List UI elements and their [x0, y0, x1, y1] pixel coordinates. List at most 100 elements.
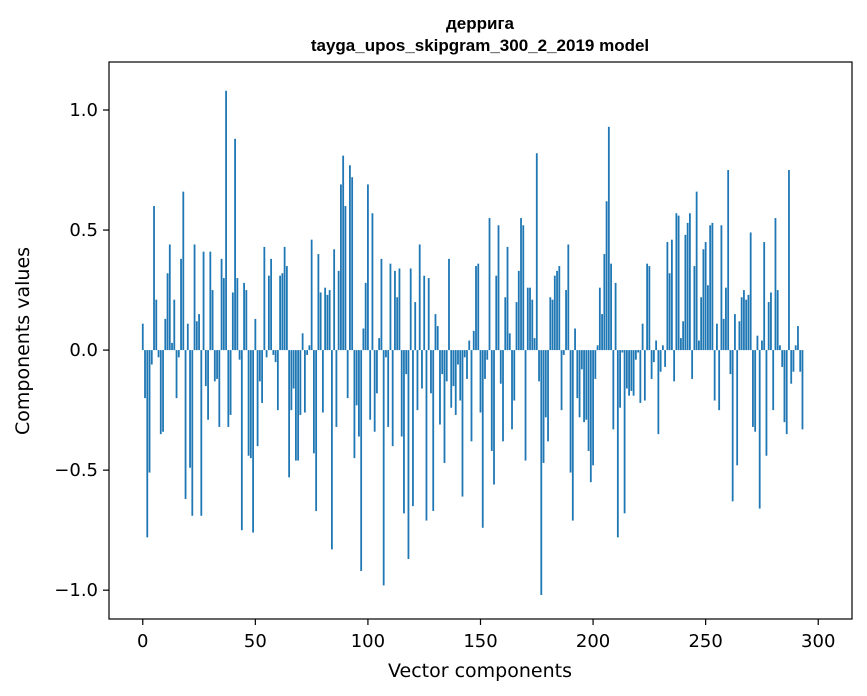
bar: [556, 270, 558, 351]
bar: [553, 275, 556, 351]
bar: [560, 350, 563, 411]
bar: [691, 350, 694, 379]
bar: [650, 350, 653, 379]
bar: [506, 246, 509, 351]
bar: [797, 326, 799, 351]
chart-title: деррига: [446, 14, 515, 33]
bar: [605, 201, 608, 351]
bar: [173, 299, 176, 351]
bar: [772, 350, 775, 411]
bar: [767, 302, 770, 351]
bar: [472, 330, 475, 351]
bar: [763, 242, 766, 351]
bar: [222, 278, 225, 351]
x-tick-label: 300: [801, 631, 835, 652]
bar: [479, 350, 482, 413]
bar: [466, 350, 468, 379]
bar: [634, 350, 637, 360]
bar: [283, 246, 286, 351]
bar: [743, 290, 745, 351]
bar: [441, 350, 444, 375]
bar: [389, 263, 392, 351]
bar: [220, 258, 223, 351]
bar: [788, 170, 790, 351]
bar: [326, 294, 329, 351]
bar: [258, 350, 261, 382]
bar: [425, 350, 428, 521]
bar: [646, 263, 649, 351]
bar: [452, 350, 455, 387]
bar: [549, 297, 552, 351]
bar: [571, 350, 574, 521]
x-tick-label: 150: [463, 631, 497, 652]
bar: [184, 350, 187, 499]
bar: [565, 290, 567, 351]
bar: [488, 218, 491, 351]
bar: [589, 350, 592, 483]
bar: [776, 290, 779, 351]
bar: [227, 350, 230, 427]
bar: [567, 244, 570, 351]
bar: [675, 213, 678, 351]
bar: [614, 282, 617, 351]
bar: [344, 206, 347, 351]
bar: [414, 302, 417, 351]
bar: [477, 263, 480, 351]
bar: [182, 191, 185, 351]
y-tick-label: 0.0: [69, 340, 98, 361]
bar: [333, 249, 336, 351]
bar: [263, 246, 266, 351]
bar: [580, 350, 583, 370]
bar: [522, 225, 525, 351]
bar: [432, 350, 435, 511]
bar: [752, 350, 754, 427]
bar: [513, 350, 516, 401]
bar: [315, 350, 318, 511]
bar: [535, 153, 538, 351]
bar: [542, 350, 545, 463]
bar: [249, 350, 252, 459]
bar: [382, 350, 385, 586]
bar: [240, 350, 243, 531]
bar: [761, 340, 763, 351]
bar: [740, 297, 743, 351]
bar: [540, 350, 543, 595]
bar: [234, 138, 236, 351]
bar: [544, 350, 547, 418]
bar: [353, 350, 356, 459]
bar: [272, 350, 275, 355]
y-axis-label: Components values: [12, 247, 34, 435]
bar: [731, 350, 734, 502]
bar: [601, 314, 603, 351]
bar: [682, 321, 685, 351]
bar: [504, 297, 507, 351]
bar: [331, 350, 333, 550]
bar: [551, 299, 554, 351]
bar: [285, 266, 288, 351]
x-tick-label: 100: [351, 631, 385, 652]
bar: [529, 287, 531, 351]
bar: [774, 218, 777, 351]
bar: [150, 350, 153, 365]
bar: [380, 258, 383, 351]
bar: [695, 191, 698, 351]
bar: [166, 273, 169, 351]
bar: [475, 266, 477, 351]
bar: [596, 345, 599, 351]
bar: [328, 290, 331, 351]
bar: [288, 350, 291, 478]
bar: [698, 340, 700, 351]
bar: [704, 242, 707, 351]
bar: [405, 350, 408, 375]
y-tick-label: −1.0: [54, 580, 98, 601]
bar: [209, 251, 212, 351]
bar: [515, 302, 518, 351]
bar: [792, 350, 795, 372]
bar: [337, 270, 340, 351]
bar: [445, 350, 448, 382]
bar: [720, 225, 723, 351]
bar: [499, 350, 502, 384]
bar: [360, 350, 363, 571]
bar: [625, 350, 628, 389]
bar: [218, 350, 221, 427]
